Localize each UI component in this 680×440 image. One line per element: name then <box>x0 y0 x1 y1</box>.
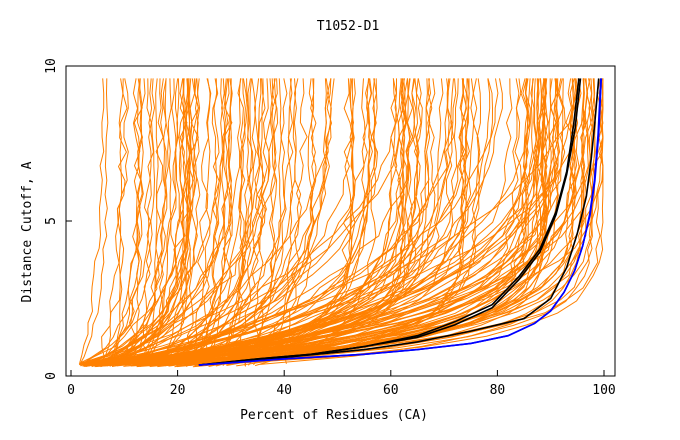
model-curve <box>134 78 371 365</box>
model-curve <box>79 78 196 366</box>
model-curve <box>99 78 262 367</box>
model-curve <box>133 78 199 366</box>
model-curve <box>151 78 264 363</box>
model-curve <box>100 78 177 364</box>
model-curve <box>137 78 372 367</box>
model-curve <box>192 78 212 365</box>
highlight-curve-blue <box>198 78 602 366</box>
model-curve <box>193 78 494 365</box>
y-axis: 0 5 10 <box>44 58 72 380</box>
highlight-curve-black <box>198 78 600 366</box>
model-curve <box>185 78 220 367</box>
x-tick-label: 60 <box>383 383 399 398</box>
model-curve <box>116 78 564 367</box>
x-axis: 0 20 40 60 80 100 <box>67 370 616 398</box>
model-curve <box>132 78 297 366</box>
model-curve <box>111 78 317 367</box>
model-curve <box>105 78 406 364</box>
model-curve <box>118 78 560 364</box>
model-curve <box>284 78 302 364</box>
model-curve <box>94 78 406 366</box>
model-curve <box>109 78 140 367</box>
model-curve <box>109 78 146 367</box>
model-curve <box>89 78 355 364</box>
model-curve <box>84 78 229 367</box>
y-tick-label: 10 <box>44 58 59 74</box>
model-curve <box>92 78 529 367</box>
model-curve <box>93 78 575 364</box>
model-curve <box>106 78 124 367</box>
model-curve <box>153 78 459 367</box>
model-curve <box>97 78 128 367</box>
model-curve <box>153 78 192 363</box>
highlight-series-group <box>198 78 603 366</box>
x-tick-label: 100 <box>592 383 615 398</box>
model-curve <box>82 78 575 363</box>
bulk-series-group <box>78 78 604 368</box>
model-curve <box>78 78 274 365</box>
model-curve <box>79 78 188 365</box>
x-tick-label: 0 <box>67 383 75 398</box>
model-curve <box>95 78 201 367</box>
model-curve <box>83 78 185 365</box>
model-curve <box>203 78 604 366</box>
model-curve <box>100 78 604 367</box>
model-curve <box>79 78 105 364</box>
model-curve <box>91 78 604 364</box>
model-curve <box>113 78 475 365</box>
y-axis-label: Distance Cutoff, A <box>20 161 35 302</box>
x-axis-label: Percent of Residues (CA) <box>240 408 428 423</box>
chart-title: T1052-D1 <box>317 19 380 34</box>
model-curve <box>198 78 491 367</box>
y-tick-label: 5 <box>44 217 59 225</box>
model-curve <box>183 78 226 365</box>
model-curve <box>145 78 398 365</box>
model-curve <box>96 78 529 367</box>
model-curve <box>145 78 596 365</box>
model-curve <box>137 78 172 363</box>
model-curve <box>211 78 315 363</box>
model-curve <box>98 78 129 365</box>
model-curve <box>213 78 248 364</box>
x-tick-label: 80 <box>490 383 506 398</box>
model-curve <box>136 78 253 366</box>
model-curve <box>186 78 540 364</box>
model-curve <box>80 78 156 364</box>
model-curve <box>180 78 200 365</box>
model-curve <box>139 78 594 367</box>
x-tick-label: 40 <box>276 383 292 398</box>
model-curve <box>180 78 596 365</box>
model-curve <box>92 78 419 364</box>
model-curve <box>122 78 499 363</box>
model-curve <box>120 78 377 365</box>
model-curve <box>84 78 282 366</box>
model-curve <box>210 78 482 366</box>
x-tick-label: 20 <box>170 383 186 398</box>
model-curve <box>173 78 294 366</box>
model-curve <box>253 78 279 366</box>
model-curve <box>97 78 564 365</box>
model-curve <box>91 78 144 364</box>
model-curve <box>139 78 401 363</box>
model-curve <box>215 78 356 367</box>
model-curve <box>95 78 470 364</box>
model-curve <box>118 78 354 366</box>
model-curve <box>213 78 428 363</box>
model-curve <box>244 78 266 366</box>
model-curve <box>80 78 589 366</box>
model-curve <box>139 78 233 368</box>
model-curve <box>80 78 154 367</box>
model-curve <box>110 78 549 365</box>
model-curve <box>103 78 433 365</box>
model-curve <box>165 78 520 364</box>
model-curve <box>82 78 402 364</box>
model-curve <box>79 78 109 366</box>
model-curve <box>169 78 330 364</box>
y-tick-label: 0 <box>44 372 59 380</box>
